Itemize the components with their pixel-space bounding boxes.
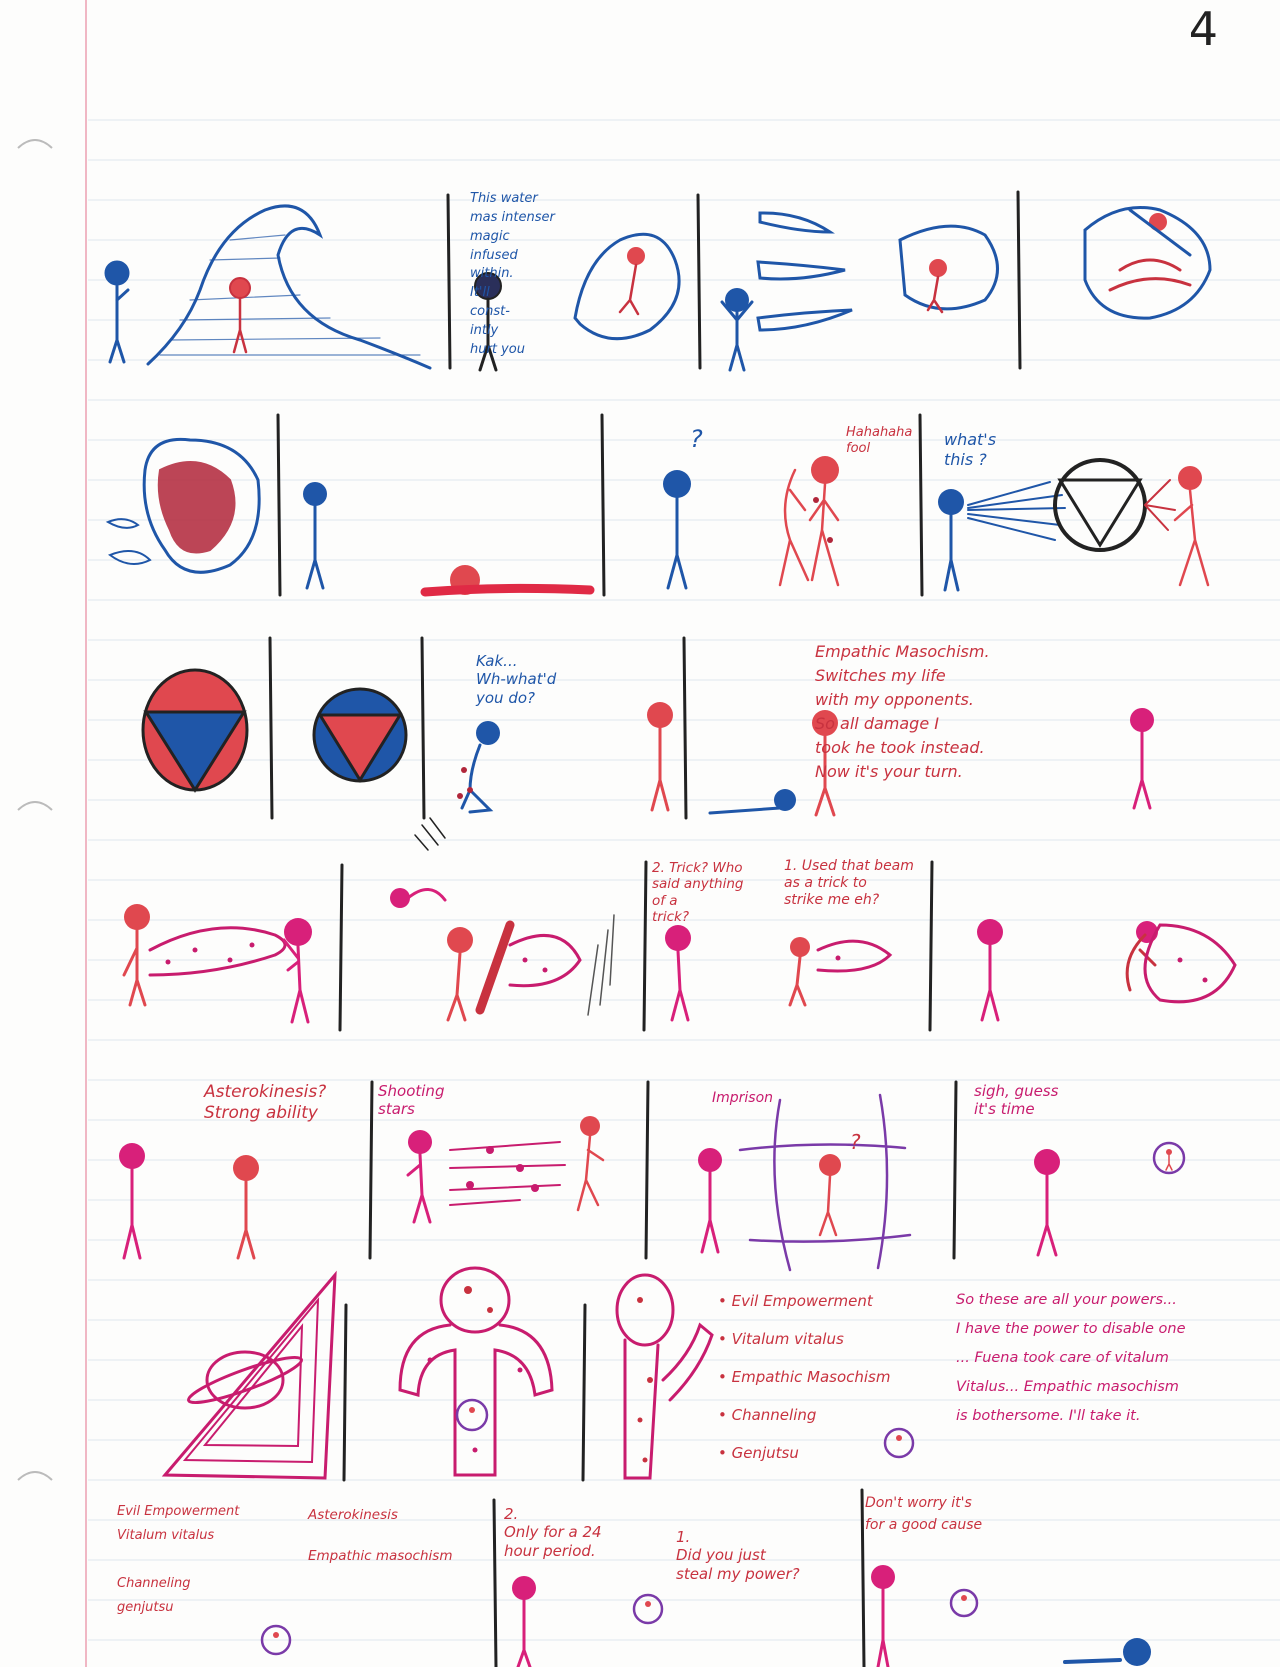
question-mark: ? — [690, 425, 703, 453]
panel-2-4 — [938, 458, 1210, 592]
panel-7-3 — [871, 1565, 1151, 1667]
row-3 — [141, 636, 1154, 820]
power-item: • Empathic Masochism — [718, 1368, 891, 1386]
panel-4-4 — [977, 919, 1237, 1022]
remaining-powers-list: Evil Empowerment Vitalum vitalus Channel… — [117, 1504, 240, 1616]
row-2 — [105, 413, 1210, 597]
punch-hole — [17, 139, 53, 149]
shooting-stars-caption: Shooting stars — [378, 1082, 445, 1119]
power-item: • Genjutsu — [718, 1444, 799, 1462]
laugh-caption: Hahahaha fool — [846, 425, 913, 456]
trick-caption: 2. Trick? Who said anything of a trick? — [652, 860, 744, 926]
row-1 — [104, 190, 1212, 372]
panel-7-1 — [260, 1624, 292, 1656]
powers-list: • Evil Empowerment • Vitalum vitalus • E… — [718, 1282, 890, 1472]
panel-1-2 — [474, 232, 681, 372]
stolen-powers-list: Asterokinesis Empathic masochism — [308, 1507, 453, 1564]
panel-3-2 — [312, 687, 408, 783]
row-5 — [119, 1080, 1186, 1272]
panel-6-3 — [615, 1273, 915, 1480]
panel-5-4 — [1034, 1141, 1186, 1257]
panel-4-1 — [122, 904, 312, 1024]
panel-5-1 — [119, 1143, 259, 1260]
page-number: 4 — [1188, 2, 1218, 56]
panel-2-1 — [105, 437, 261, 574]
power-item: • Vitalum vitalus — [718, 1330, 844, 1348]
panel-3-3 — [457, 721, 500, 814]
power-item: • Channeling — [718, 1406, 817, 1424]
whats-this-caption: what's this ? — [944, 430, 997, 469]
panel-5-2 — [406, 1116, 605, 1224]
panel-2-2 — [303, 482, 595, 597]
panel-5-3 — [698, 1093, 912, 1272]
imprison-caption: Imprison — [712, 1090, 774, 1106]
water-magic-caption: This water mas intenser magic infused wi… — [470, 191, 555, 357]
panel-4-2 — [390, 817, 615, 1022]
panel-1-3 — [720, 211, 999, 372]
disable-power-speech: So these are all your powers... I have t… — [956, 1292, 1186, 1424]
steal-power-caption: 1. Did you just steal my power? — [676, 1528, 800, 1583]
panel-3-4 — [647, 702, 1154, 817]
panel-6-1 — [161, 1270, 337, 1480]
sigh-caption: sigh, guess it's time — [974, 1082, 1059, 1119]
time-limit-caption: 2. Only for a 24 hour period. — [504, 1505, 602, 1560]
kak-caption: Kak... Wh-what'd you do? — [476, 652, 557, 707]
panel-2-3 — [663, 456, 840, 590]
panel-1-4 — [1083, 206, 1212, 320]
panel-7-2 — [512, 1576, 664, 1667]
empathic-explanation: Empathic Masochism. Switches my life wit… — [815, 642, 990, 781]
beam-caption: 1. Used that beam as a trick to strike m… — [784, 858, 914, 909]
panel-3-1 — [141, 668, 249, 793]
panel-4-3 — [665, 925, 893, 1022]
row-4 — [122, 817, 1237, 1032]
power-item: • Evil Empowerment — [718, 1292, 873, 1310]
punch-hole — [17, 801, 53, 811]
punch-hole — [17, 1471, 53, 1481]
imprison-question: ? — [850, 1130, 861, 1154]
asterokinesis-caption: Asterokinesis? Strong ability — [204, 1082, 327, 1123]
panel-1-1 — [104, 204, 432, 370]
good-cause-caption: Don't worry it's for a good cause — [865, 1495, 983, 1534]
row-6 — [161, 1266, 915, 1482]
panel-6-2 — [398, 1266, 554, 1477]
row-7 — [260, 1488, 1151, 1667]
